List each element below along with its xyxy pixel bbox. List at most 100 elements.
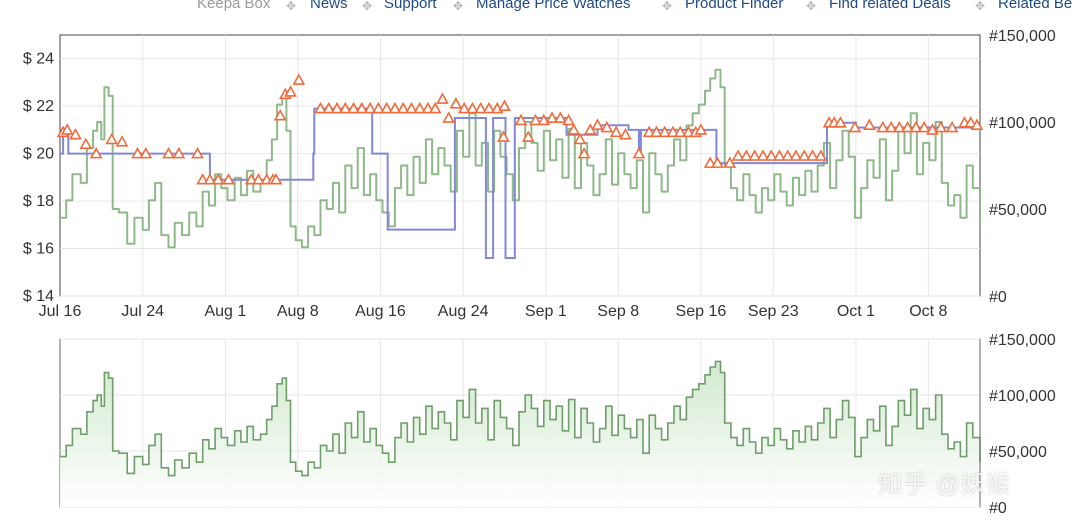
new-price-marker bbox=[632, 146, 646, 159]
nav-brand[interactable]: Keepa Box bbox=[197, 0, 271, 12]
new-price-marker bbox=[642, 125, 656, 138]
new-price-marker bbox=[682, 125, 695, 138]
watermark-text: 知乎 @妖猴 bbox=[878, 471, 1012, 498]
overview-y-right-tick-label: #0 bbox=[989, 500, 1007, 517]
new-price-marker bbox=[863, 118, 876, 130]
nav-link-related[interactable]: Related Be bbox=[998, 0, 1073, 12]
new-price-marker bbox=[363, 101, 377, 114]
new-price-marker bbox=[934, 120, 948, 133]
new-price-marker bbox=[413, 101, 427, 114]
new-price-marker bbox=[203, 173, 217, 185]
new-price-marker bbox=[553, 111, 567, 123]
new-price-marker bbox=[893, 120, 906, 133]
new-price-marker bbox=[380, 101, 394, 114]
new-price-marker bbox=[884, 120, 898, 133]
nav-link-product-finder[interactable]: Product Finder bbox=[685, 0, 784, 12]
main-price-chart[interactable]: Jul 16 Jul 24 Aug 1 Aug 8 Aug 16 Aug 24 Sep 1 S… bbox=[23, 28, 1056, 320]
new-price-marker bbox=[388, 101, 402, 114]
new-price-marker bbox=[269, 173, 283, 185]
y-left-tick-label: $ 14 bbox=[23, 288, 54, 305]
nav-separator-icon: ✥ bbox=[453, 0, 464, 13]
new-price-marker bbox=[292, 73, 306, 85]
new-price-marker bbox=[405, 101, 418, 114]
y-left-tick-label: $ 18 bbox=[23, 193, 54, 210]
new-price-marker bbox=[814, 149, 828, 161]
x-tick-label: Aug 1 bbox=[204, 303, 246, 320]
new-price-marker bbox=[619, 128, 632, 140]
new-price-marker bbox=[666, 125, 680, 138]
new-price-marker bbox=[252, 173, 265, 185]
new-price-marker bbox=[764, 149, 778, 161]
new-price-marker bbox=[773, 149, 786, 161]
new-price-marker bbox=[60, 123, 74, 135]
new-price-marker bbox=[89, 146, 103, 159]
x-tick-label: Sep 8 bbox=[597, 303, 639, 320]
new-price-marker bbox=[338, 101, 352, 114]
new-price-marker bbox=[497, 130, 510, 142]
new-price-marker bbox=[273, 109, 287, 121]
nav-separator-icon: ✥ bbox=[806, 0, 817, 13]
x-tick-label: Sep 1 bbox=[525, 303, 567, 320]
overview-y-right-tick-label: #100,000 bbox=[989, 388, 1056, 405]
new-price-marker bbox=[396, 101, 410, 114]
new-price-marker bbox=[322, 101, 336, 114]
y-right-tick-label: #150,000 bbox=[989, 28, 1056, 45]
new-price-marker bbox=[222, 173, 235, 185]
new-price-marker bbox=[172, 146, 186, 159]
nav-link-manage-price-watches[interactable]: Manage Price Watches bbox=[476, 0, 631, 12]
nav-link-support[interactable]: Support bbox=[384, 0, 437, 12]
y-left-tick-label: $ 20 bbox=[23, 146, 54, 163]
new-price-marker bbox=[756, 149, 770, 161]
new-price-marker bbox=[442, 111, 456, 123]
new-price-marker bbox=[449, 97, 463, 109]
new-price-marker bbox=[244, 173, 258, 185]
new-price-marker bbox=[723, 156, 737, 168]
new-price-marker bbox=[917, 120, 931, 133]
nav-separator-icon: ✥ bbox=[662, 0, 673, 13]
new-price-marker bbox=[211, 173, 225, 185]
sales-rank-overview-line bbox=[60, 360, 981, 477]
new-price-marker bbox=[355, 101, 369, 114]
nav-link-find-related-deals[interactable]: Find related Deals bbox=[829, 0, 951, 12]
new-price-marker bbox=[789, 149, 803, 161]
sales-rank-line bbox=[60, 68, 981, 249]
new-price-marker bbox=[347, 101, 360, 114]
new-price-marker bbox=[806, 149, 819, 161]
new-price-marker bbox=[545, 111, 559, 123]
new-price-marker bbox=[498, 99, 511, 111]
sales-rank-overview-chart[interactable]: #0 #50,000 #100,000 #150,000 bbox=[59, 332, 1056, 517]
overview-y-right-tick-label: #150,000 bbox=[989, 332, 1056, 349]
x-tick-label: Sep 23 bbox=[748, 303, 799, 320]
new-price-marker bbox=[466, 101, 479, 114]
new-price-marker bbox=[591, 118, 604, 130]
new-price-marker bbox=[162, 146, 175, 159]
sales-rank-area bbox=[60, 361, 980, 507]
new-price-marker bbox=[196, 173, 210, 185]
new-price-marker bbox=[115, 135, 129, 147]
new-price-marker bbox=[521, 130, 535, 142]
new-price-marker bbox=[314, 101, 327, 114]
y-left-tick-label: $ 22 bbox=[23, 98, 54, 115]
new-price-marker bbox=[514, 113, 528, 126]
new-price-marker bbox=[562, 113, 575, 126]
new-price-marker bbox=[428, 101, 442, 114]
y-right-tick-label: #50,000 bbox=[989, 202, 1047, 219]
new-price-marker bbox=[284, 85, 297, 97]
new-price-marker bbox=[573, 132, 587, 145]
new-price-marker bbox=[703, 156, 717, 168]
new-price-marker bbox=[330, 101, 344, 114]
nav-separator-icon: ✥ bbox=[362, 0, 373, 13]
new-price-marker bbox=[797, 149, 811, 161]
new-price-marker bbox=[600, 120, 614, 133]
x-tick-label: Aug 24 bbox=[438, 303, 489, 320]
top-navigation: Keepa Box ✥ News ✥ Support ✥ Manage Pric… bbox=[0, 0, 1080, 16]
nav-link-news[interactable]: News bbox=[310, 0, 348, 12]
new-price-marker bbox=[748, 149, 762, 161]
new-price-marker bbox=[694, 123, 708, 135]
nav-separator-icon: ✥ bbox=[286, 0, 297, 13]
new-price-marker bbox=[436, 92, 449, 104]
y-left-tick-label: $ 16 bbox=[23, 241, 54, 258]
x-tick-label: Jul 16 bbox=[39, 303, 82, 320]
new-price-marker bbox=[421, 101, 435, 114]
